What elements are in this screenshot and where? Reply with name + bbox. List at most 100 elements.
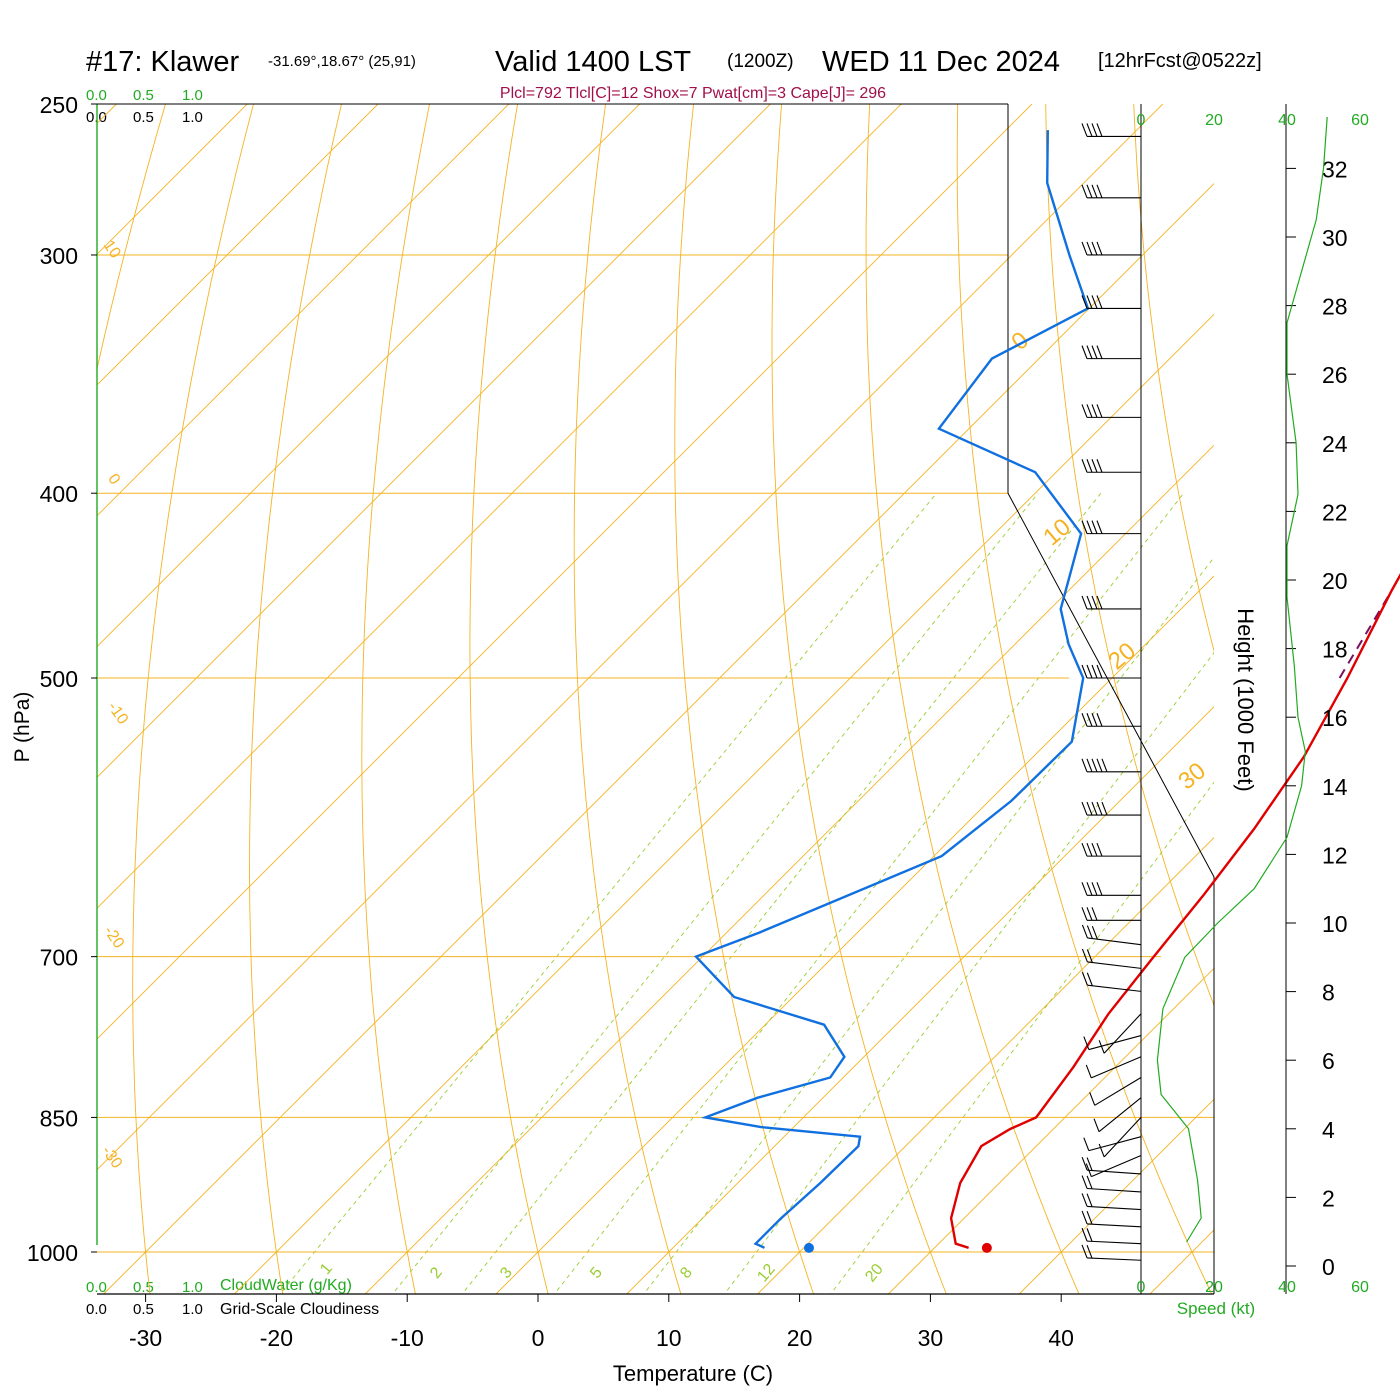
wind-barb-flag — [1083, 1137, 1090, 1151]
height-tick-label: 22 — [1322, 499, 1348, 525]
cloudiness-tick-bottom-1: 0.5 — [133, 1301, 154, 1318]
isotherm-line — [888, 967, 1214, 1294]
wind-barb-flag — [1081, 595, 1088, 610]
forecast-date: WED 11 Dec 2024 — [822, 46, 1060, 78]
wind-barb — [1081, 1227, 1142, 1245]
cloudwater-tick-bottom-0: 0.0 — [86, 1279, 107, 1296]
wind-barb — [1081, 295, 1141, 309]
height-tick-label: 0 — [1322, 1254, 1335, 1280]
wind-barb — [1081, 595, 1141, 610]
speed-tick-bottom: 40 — [1278, 1279, 1296, 1296]
wind-barb-staff — [1103, 1013, 1142, 1054]
speed-tick-bottom: 60 — [1351, 1279, 1369, 1296]
cloudwater-tick-top-0: 0.0 — [86, 87, 107, 104]
wind-barb-staff — [1087, 1187, 1142, 1193]
speed-tick-top: 40 — [1278, 112, 1296, 129]
wind-barb — [1081, 801, 1141, 816]
wind-speed-panel: 0020204040606002468101214161820222426283… — [1137, 104, 1369, 1296]
isotherm-line — [97, 104, 1164, 1171]
speed-tick-bottom: 20 — [1205, 1279, 1223, 1296]
surface-dewpoint-point — [803, 1242, 814, 1253]
wind-barb — [1081, 1244, 1142, 1261]
temperature-tick-label: 0 — [532, 1325, 545, 1351]
speed-tick-top: 0 — [1137, 112, 1146, 129]
wind-barb — [1081, 459, 1141, 473]
wind-barb-flag — [1086, 801, 1093, 816]
pressure-tick-label: 1000 — [27, 1240, 78, 1266]
wind-barb — [1098, 1013, 1142, 1054]
wind-barb-flag — [1096, 459, 1103, 473]
wind-barb-flag — [1086, 664, 1093, 679]
cloudwater-tick-bottom-2: 1.0 — [182, 1279, 203, 1296]
wind-barb-flag — [1081, 1244, 1088, 1259]
wind-barb-flag — [1091, 926, 1098, 940]
wind-barb-flag — [1096, 184, 1103, 199]
wind-barb-flag — [1091, 184, 1098, 199]
x-axis-title: Temperature (C) — [613, 1361, 773, 1386]
wind-barb — [1081, 907, 1141, 921]
wind-barb — [1081, 948, 1142, 969]
wind-barb-staff — [1094, 1077, 1142, 1106]
wind-barb-flag — [1081, 801, 1088, 816]
wind-barb-staff — [1087, 1240, 1142, 1245]
height-tick-label: 6 — [1322, 1048, 1335, 1074]
wind-barb-flag — [1086, 123, 1093, 137]
station-location: -31.69°,18.67° (25,91) — [268, 53, 416, 70]
wind-barb-flag — [1081, 758, 1088, 773]
wind-barb-flag — [1091, 123, 1098, 137]
wind-barb-flag — [1096, 801, 1103, 816]
speed-tick-bottom: 0 — [1137, 1279, 1146, 1296]
wind-barb — [1081, 404, 1141, 418]
valid-time: Valid 1400 LST — [495, 46, 691, 78]
height-tick-label: 26 — [1322, 362, 1348, 388]
wind-barb-flag — [1085, 1064, 1092, 1079]
wind-barb-flag — [1093, 1118, 1100, 1132]
grid-lines — [97, 104, 1214, 1294]
wind-barb-flag — [1081, 882, 1088, 896]
wind-barb-staff — [1087, 1169, 1142, 1175]
station-title: #17: Klawer — [86, 46, 239, 78]
height-tick-label: 4 — [1322, 1117, 1335, 1143]
wind-barb-flag — [1096, 123, 1103, 137]
wind-barb-flag — [1081, 1227, 1088, 1242]
utc-time: (1200Z) — [727, 51, 794, 72]
cloudwater-tick-top-2: 1.0 — [182, 87, 203, 104]
wind-barb-staff — [1088, 1136, 1142, 1152]
wind-barb-flag — [1096, 404, 1103, 418]
forecast-info: [12hrFcst@0522z] — [1098, 50, 1262, 72]
wind-barb-flag — [1081, 1193, 1088, 1207]
temperature-tick-label: -10 — [391, 1325, 424, 1351]
speed-tick-top: 60 — [1351, 112, 1369, 129]
dry-adiabat-line — [1133, 104, 1214, 653]
right-axis — [1007, 104, 1215, 1294]
temperature-tick-label: 30 — [918, 1325, 944, 1351]
height-tick-label: 10 — [1322, 911, 1348, 937]
pressure-tick-label: 500 — [40, 666, 78, 692]
wind-barb-flag — [1086, 404, 1093, 418]
wind-barb-flag — [1081, 520, 1088, 534]
wind-barb-flag — [1081, 345, 1088, 359]
dry-adiabat-line — [674, 104, 815, 1294]
wind-barb-flag — [1086, 842, 1093, 857]
wind-barb — [1081, 123, 1141, 138]
wind-barb — [1081, 1157, 1142, 1175]
wind-barb-flag — [1081, 948, 1088, 963]
cloudiness-tick-top-2: 1.0 — [182, 109, 203, 126]
wind-barb — [1081, 241, 1141, 256]
dry-adiabat-line — [469, 104, 549, 1294]
wind-barb-flag — [1081, 924, 1088, 939]
height-tick-label: 2 — [1322, 1185, 1335, 1211]
wind-barb-flag — [1096, 758, 1103, 773]
cloudwater-label: CloudWater (g/Kg) — [220, 1277, 352, 1294]
mixing-ratio-line — [553, 492, 1185, 1294]
wind-barb-flag — [1081, 713, 1088, 727]
wind-barb-flag — [1091, 713, 1098, 727]
wind-barb-flag — [1098, 1040, 1105, 1054]
wind-barb — [1081, 842, 1141, 857]
wind-barb-staff — [1087, 937, 1142, 946]
wind-barb — [1085, 1056, 1142, 1079]
wind-barb-flag — [1096, 241, 1103, 256]
wind-barb-flag — [1086, 925, 1093, 939]
wind-barb-flag — [1089, 1092, 1096, 1106]
